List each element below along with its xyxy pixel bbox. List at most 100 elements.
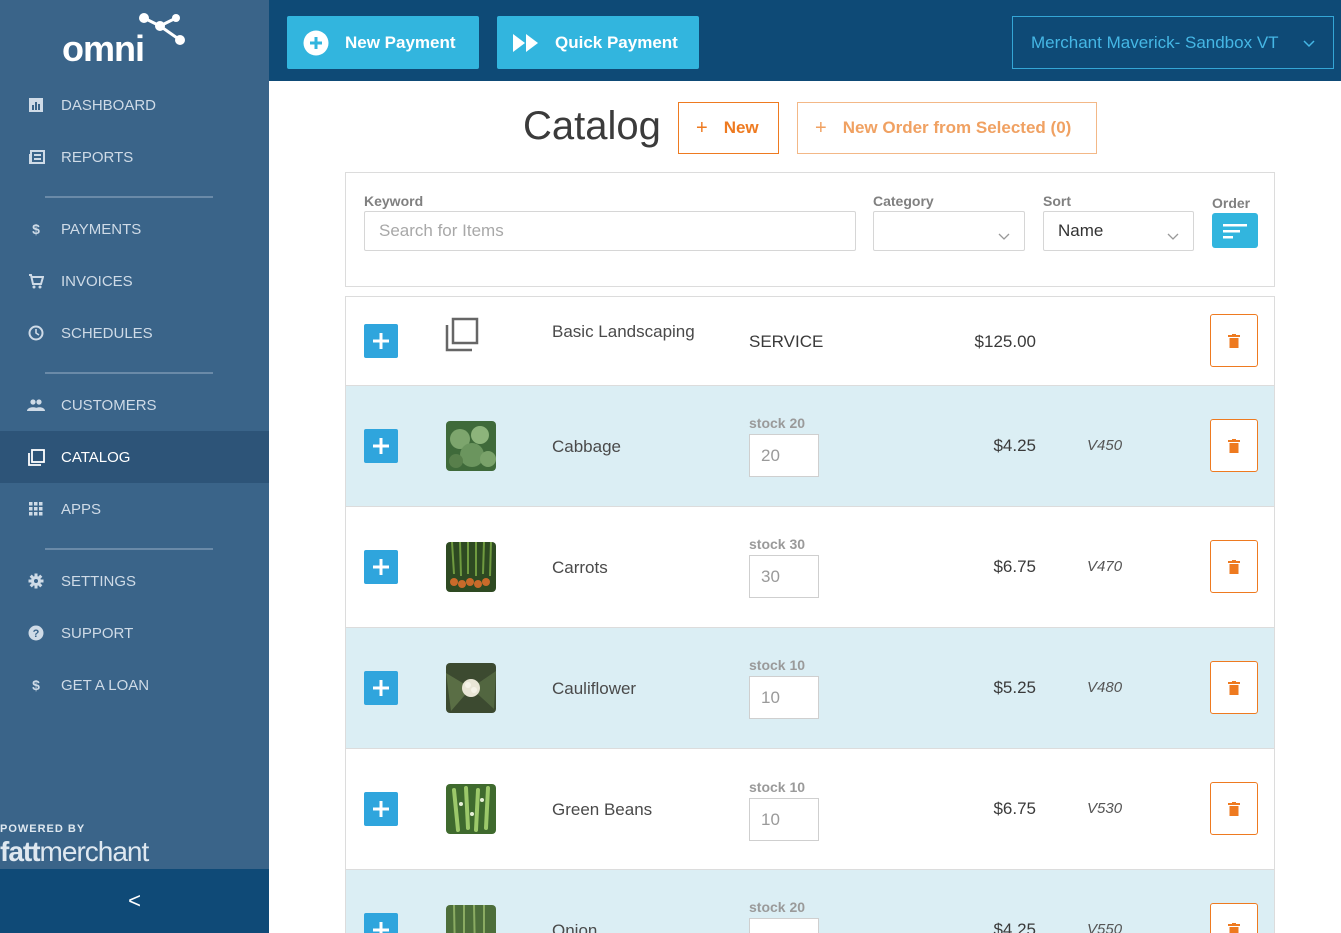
collapse-sidebar-button[interactable]: < — [0, 869, 269, 933]
filter-panel: Keyword Search for Items Category Sort N… — [345, 172, 1275, 287]
sidebar-nav: DASHBOARD REPORTS $ PAYMENTS INVOICES SC… — [0, 79, 269, 711]
stock-quantity-input[interactable]: 10 — [749, 798, 819, 841]
gear-icon — [26, 571, 46, 591]
quick-payment-button[interactable]: Quick Payment — [497, 16, 699, 69]
delete-button[interactable] — [1210, 782, 1258, 835]
sidebar-item-schedules[interactable]: SCHEDULES — [0, 307, 269, 359]
item-price: $6.75 — [993, 799, 1036, 818]
delete-button[interactable] — [1210, 314, 1258, 367]
search-placeholder: Search for Items — [379, 221, 504, 240]
stock-value: 30 — [761, 566, 780, 586]
merchant-name: Merchant Maverick- Sandbox VT — [1031, 32, 1279, 52]
item-price: $4.25 — [993, 920, 1036, 933]
plus-icon — [373, 559, 389, 575]
search-input[interactable]: Search for Items — [364, 211, 856, 251]
sort-order-button[interactable] — [1212, 213, 1258, 248]
sidebar-item-reports[interactable]: REPORTS — [0, 131, 269, 183]
new-payment-button[interactable]: New Payment — [287, 16, 479, 69]
table-row: Cauliflower stock 10 10 $5.25 V480 — [346, 628, 1274, 749]
keyword-label: Keyword — [364, 193, 424, 209]
chevron-down-icon — [1303, 33, 1315, 53]
stock-quantity-input[interactable]: 10 — [749, 676, 819, 719]
item-name: Cauliflower — [552, 679, 637, 698]
stock-quantity-input[interactable]: 30 — [749, 555, 819, 598]
add-to-order-button[interactable] — [364, 324, 398, 358]
item-sku: V550 — [1087, 921, 1123, 933]
trash-icon — [1228, 438, 1240, 453]
trash-icon — [1228, 801, 1240, 816]
sidebar-item-get-a-loan[interactable]: $ GET A LOAN — [0, 659, 269, 711]
chevron-down-icon — [1167, 226, 1179, 246]
chevron-down-icon — [998, 226, 1010, 246]
sidebar-item-customers[interactable]: CUSTOMERS — [0, 379, 269, 431]
delete-button[interactable] — [1210, 661, 1258, 714]
add-to-order-button[interactable] — [364, 550, 398, 584]
new-item-label: New — [723, 118, 759, 137]
new-item-button[interactable]: + New — [678, 102, 779, 154]
powered-by-label: POWERED BY — [0, 823, 86, 835]
add-to-order-button[interactable] — [364, 429, 398, 463]
item-name: Carrots — [552, 558, 608, 577]
table-row: Carrots stock 30 30 $6.75 V470 — [346, 507, 1274, 628]
item-price: $125.00 — [974, 332, 1036, 351]
cauliflower-image — [446, 663, 496, 713]
plus-icon — [373, 801, 389, 817]
sidebar-item-settings[interactable]: SETTINGS — [0, 555, 269, 607]
stock-quantity-input[interactable] — [749, 918, 819, 933]
plus-icon: + — [696, 116, 708, 139]
add-to-order-button[interactable] — [364, 671, 398, 705]
item-price: $4.25 — [993, 436, 1036, 455]
top-bar: New Payment Quick Payment Merchant Maver… — [269, 0, 1341, 81]
plus-circle-icon — [303, 30, 329, 56]
new-payment-label: New Payment — [345, 32, 456, 52]
delete-button[interactable] — [1210, 903, 1258, 933]
sort-select[interactable]: Name — [1043, 211, 1194, 251]
plus-icon — [373, 438, 389, 454]
delete-button[interactable] — [1210, 540, 1258, 593]
add-to-order-button[interactable] — [364, 913, 398, 933]
catalog-table: Basic Landscaping SERVICE $125.00 Cabbag… — [345, 296, 1275, 933]
sidebar-item-label: GET A LOAN — [61, 676, 150, 694]
sidebar-item-label: CATALOG — [61, 448, 131, 466]
item-sku: V530 — [1087, 800, 1123, 817]
table-row: Onion stock 20 $4.25 V550 — [346, 870, 1274, 933]
reports-icon — [26, 147, 46, 167]
nav-divider — [0, 359, 269, 379]
item-sku: V450 — [1087, 437, 1123, 454]
omni-logo[interactable]: omni — [62, 12, 192, 69]
green-beans-image — [446, 784, 496, 834]
sidebar-item-label: DASHBOARD — [61, 96, 157, 114]
catalog-icon — [26, 447, 46, 467]
add-to-order-button[interactable] — [364, 792, 398, 826]
stock-label: stock 10 — [749, 779, 806, 795]
sidebar-item-payments[interactable]: $ PAYMENTS — [0, 203, 269, 255]
sidebar-item-catalog[interactable]: CATALOG — [0, 431, 269, 483]
new-order-from-selected-button[interactable]: + New Order from Selected (0) — [797, 102, 1097, 154]
grid-icon — [26, 499, 46, 519]
stock-label: stock 20 — [749, 415, 806, 431]
sidebar-item-label: REPORTS — [61, 148, 134, 166]
merchant-selector[interactable]: Merchant Maverick- Sandbox VT — [1012, 16, 1334, 69]
dollar-icon: $ — [32, 221, 40, 237]
trash-icon — [1228, 680, 1240, 695]
sidebar-item-label: INVOICES — [61, 272, 133, 290]
help-icon: ? — [26, 623, 46, 643]
nav-divider — [0, 535, 269, 555]
sidebar-item-support[interactable]: ? SUPPORT — [0, 607, 269, 659]
item-sku: V480 — [1087, 679, 1123, 696]
sidebar-item-invoices[interactable]: INVOICES — [0, 255, 269, 307]
svg-text:?: ? — [33, 628, 40, 640]
stock-value: 10 — [761, 687, 780, 707]
item-name: Cabbage — [552, 437, 622, 456]
sort-label: Sort — [1043, 193, 1071, 209]
stock-quantity-input[interactable]: 20 — [749, 434, 819, 477]
sidebar-item-apps[interactable]: APPS — [0, 483, 269, 535]
item-price: $6.75 — [993, 557, 1036, 576]
category-select[interactable] — [873, 211, 1025, 251]
delete-button[interactable] — [1210, 419, 1258, 472]
plus-icon — [373, 680, 389, 696]
trash-icon — [1228, 333, 1240, 348]
sidebar-item-label: CUSTOMERS — [61, 396, 157, 414]
sidebar-item-dashboard[interactable]: DASHBOARD — [0, 79, 269, 131]
sort-value: Name — [1058, 221, 1104, 240]
